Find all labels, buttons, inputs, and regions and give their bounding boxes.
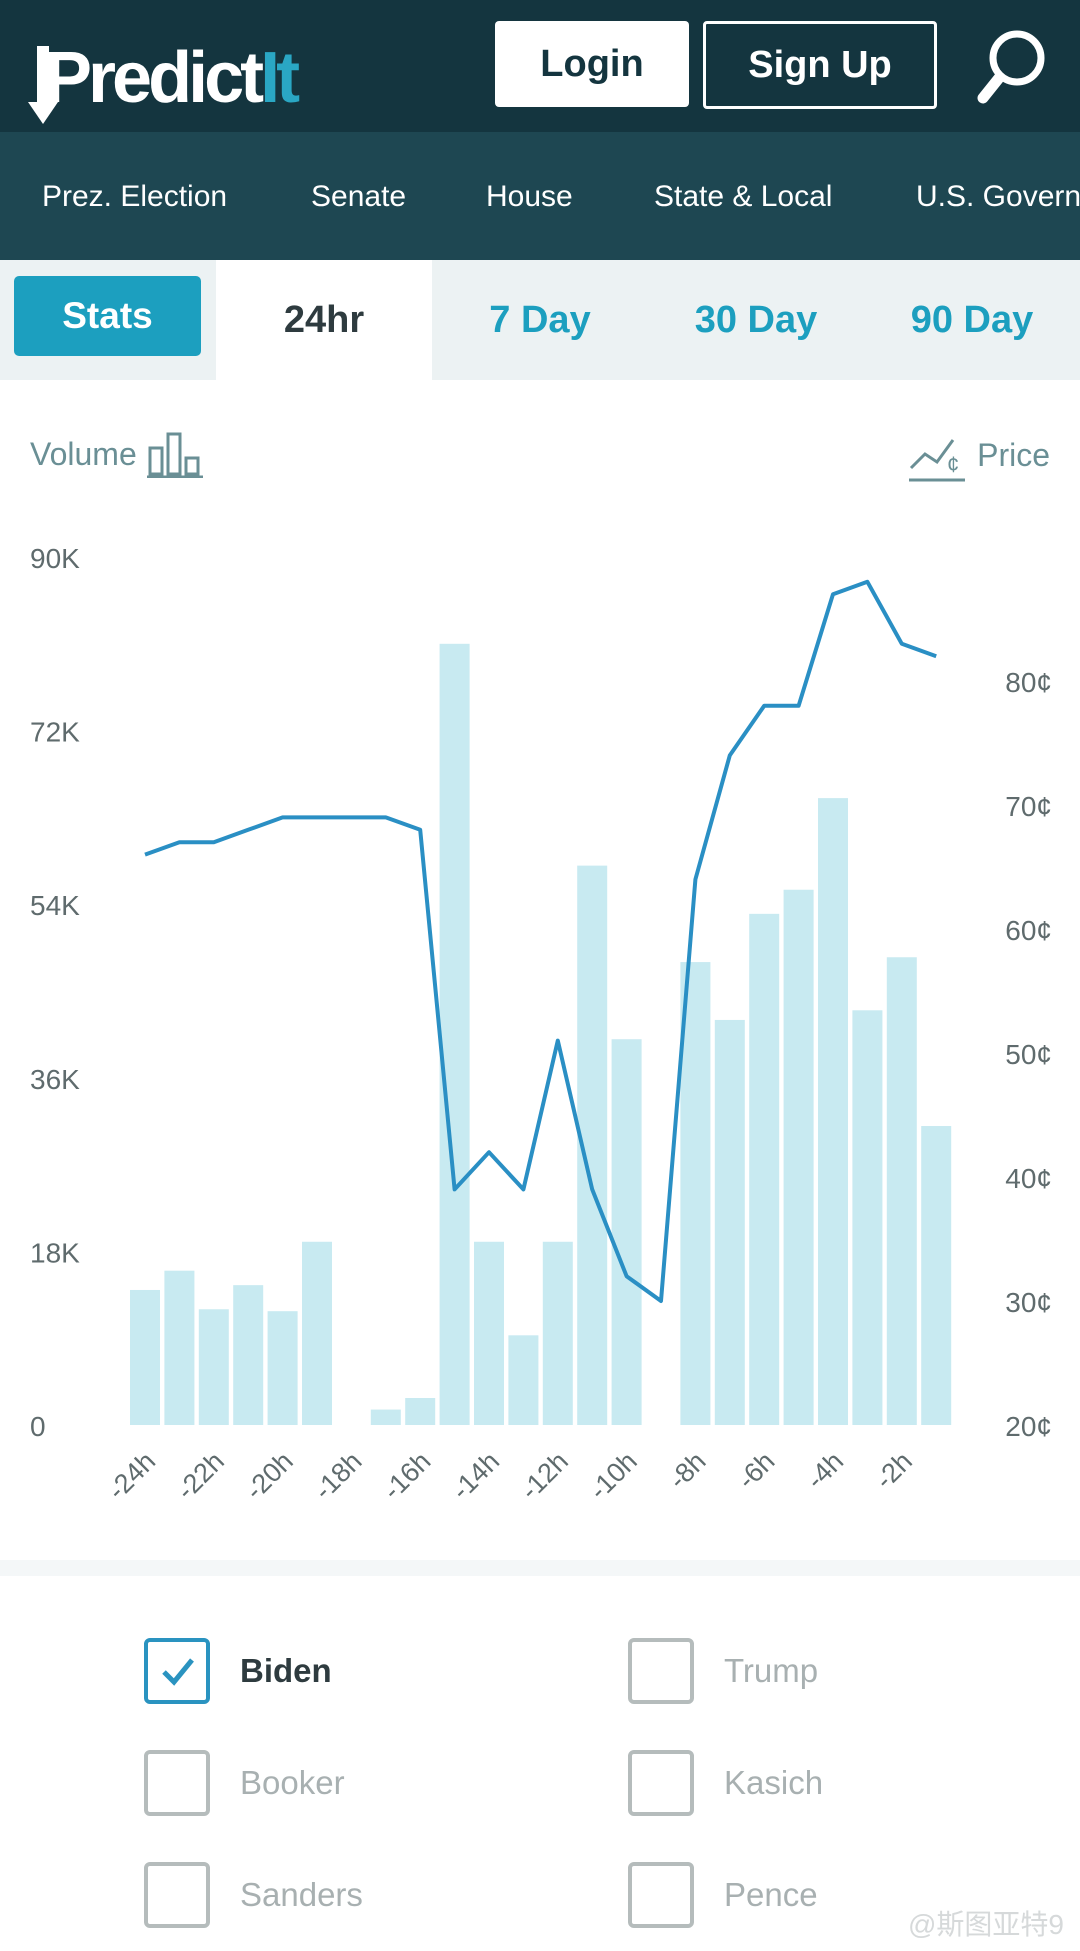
volume-toggle[interactable]: Volume xyxy=(30,430,203,478)
x-tick-label: -22h xyxy=(171,1446,230,1505)
candidate-option-biden[interactable]: Biden xyxy=(144,1638,332,1704)
tab-30-day[interactable]: 30 Day xyxy=(694,298,818,341)
volume-bar xyxy=(233,1285,264,1425)
candidate-checkbox[interactable] xyxy=(628,1638,694,1704)
x-tick-label: -4h xyxy=(800,1446,849,1495)
candidate-option-pence[interactable]: Pence xyxy=(628,1862,818,1928)
price-label: Price xyxy=(977,436,1050,473)
volume-bar xyxy=(370,1409,401,1425)
volume-price-chart: 0 18K 36K 54K 72K 90K 20¢ 30¢ 40¢ 50¢ 60¢ 70¢ 80¢ -24… xyxy=(30,543,1052,1505)
candidate-option-sanders[interactable]: Sanders xyxy=(144,1862,363,1928)
price-tick-label: 40¢ xyxy=(1005,1163,1052,1194)
volume-bar xyxy=(783,889,814,1425)
section-divider xyxy=(0,1560,1080,1576)
volume-bar xyxy=(611,1039,642,1425)
bar-chart-icon xyxy=(146,432,203,478)
candidate-checkbox[interactable] xyxy=(628,1862,694,1928)
tab-7-day[interactable]: 7 Day xyxy=(489,298,591,341)
candidate-name: Kasich xyxy=(724,1764,824,1801)
nav-us-government[interactable]: U.S. Govern xyxy=(916,180,1080,213)
x-tick-label: -24h xyxy=(102,1446,161,1505)
candidate-name: Pence xyxy=(724,1876,818,1913)
volume-label: Volume xyxy=(30,435,137,472)
nav-house[interactable]: House xyxy=(486,180,573,213)
predictit-logo[interactable]: PredictIt xyxy=(28,38,328,124)
candidate-option-booker[interactable]: Booker xyxy=(144,1750,345,1816)
x-tick-label: -6h xyxy=(732,1446,781,1495)
volume-bar xyxy=(439,643,470,1425)
candidate-name: Sanders xyxy=(240,1876,363,1913)
x-tick-label: -20h xyxy=(239,1446,298,1505)
price-toggle[interactable]: ¢ Price xyxy=(909,428,1050,482)
category-nav: Prez. Election Senate House State & Loca… xyxy=(0,132,1080,260)
nav-senate[interactable]: Senate xyxy=(311,180,407,213)
x-tick-label: -18h xyxy=(308,1446,367,1505)
x-tick-label: -16h xyxy=(377,1446,436,1505)
candidate-checkbox[interactable] xyxy=(144,1750,210,1816)
volume-bar xyxy=(749,913,780,1425)
volume-tick-label: 36K xyxy=(30,1064,80,1095)
price-line-icon: ¢ xyxy=(909,439,966,482)
volume-bar xyxy=(921,1126,952,1425)
logo-arrow-icon xyxy=(28,46,58,124)
x-tick-label: -12h xyxy=(515,1446,574,1505)
volume-bar xyxy=(818,798,848,1425)
tab-stats[interactable]: Stats xyxy=(14,276,201,356)
volume-bar xyxy=(474,1241,504,1425)
candidate-option-trump[interactable]: Trump xyxy=(628,1638,818,1704)
timeframe-tabs: Stats 24hr 7 Day 30 Day 90 Day xyxy=(0,260,1080,380)
price-tick-label: 70¢ xyxy=(1005,791,1052,822)
volume-bar xyxy=(680,962,711,1425)
x-tick-label: -2h xyxy=(869,1446,918,1495)
volume-bar xyxy=(267,1311,298,1425)
signup-button[interactable]: Sign Up xyxy=(703,21,937,109)
price-line xyxy=(144,579,937,1303)
nav-prez-election[interactable]: Prez. Election xyxy=(42,180,228,213)
volume-bar xyxy=(198,1309,229,1425)
nav-state-local[interactable]: State & Local xyxy=(654,180,833,213)
candidate-checkbox[interactable] xyxy=(144,1638,210,1704)
volume-tick-label: 18K xyxy=(30,1237,80,1268)
volume-bar xyxy=(508,1335,539,1425)
volume-bar xyxy=(130,1289,160,1425)
tab-24hr[interactable]: 24hr xyxy=(216,260,432,380)
price-tick-label: 20¢ xyxy=(1005,1411,1052,1442)
x-tick-label: -14h xyxy=(446,1446,505,1505)
x-tick-label: -8h xyxy=(663,1446,712,1495)
svg-text:¢: ¢ xyxy=(947,452,959,477)
volume-bar xyxy=(302,1241,332,1425)
volume-tick-label: 90K xyxy=(30,543,80,574)
volume-tick-label: 0 xyxy=(30,1411,46,1442)
candidate-checkbox[interactable] xyxy=(628,1750,694,1816)
candidate-name: Biden xyxy=(240,1652,332,1689)
price-tick-label: 50¢ xyxy=(1005,1039,1052,1070)
checkmark-icon xyxy=(162,1658,194,1686)
x-tick-label: -10h xyxy=(583,1446,642,1505)
watermark-text: @斯图亚特9 xyxy=(908,1909,1064,1940)
volume-tick-label: 72K xyxy=(30,717,80,748)
candidate-name: Trump xyxy=(724,1652,819,1689)
volume-bar xyxy=(714,1019,745,1425)
login-button[interactable]: Login xyxy=(495,21,689,107)
price-tick-label: 60¢ xyxy=(1005,915,1052,946)
price-tick-label: 80¢ xyxy=(1005,667,1052,698)
tab-90-day[interactable]: 90 Day xyxy=(910,298,1034,341)
volume-bar xyxy=(542,1241,573,1425)
volume-bar xyxy=(164,1270,195,1425)
app-header: PredictIt Login Sign Up xyxy=(0,0,1080,132)
logo-main-text: Predict xyxy=(44,38,264,118)
volume-tick-label: 54K xyxy=(30,890,80,921)
candidate-option-kasich[interactable]: Kasich xyxy=(628,1750,823,1816)
volume-bar xyxy=(405,1397,436,1425)
volume-bar xyxy=(886,957,917,1425)
search-icon[interactable] xyxy=(975,26,1047,106)
price-tick-label: 30¢ xyxy=(1005,1287,1052,1318)
logo-accent-text: It xyxy=(260,38,300,118)
candidate-checkbox[interactable] xyxy=(144,1862,210,1928)
candidate-name: Booker xyxy=(240,1764,345,1801)
volume-bar xyxy=(852,1010,883,1425)
